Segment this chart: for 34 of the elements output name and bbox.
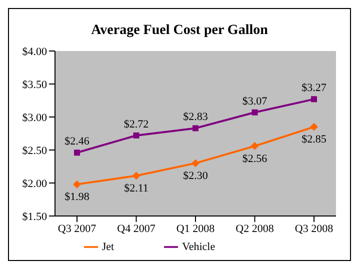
- legend-label: Jet: [102, 240, 114, 253]
- data-label: $2.11: [124, 182, 148, 195]
- point: [252, 109, 258, 116]
- data-label: $2.46: [64, 136, 90, 148]
- x-tick-label: Q4 2007: [117, 222, 156, 235]
- data-label: $2.72: [124, 118, 149, 130]
- data-label: $3.27: [302, 82, 327, 94]
- y-tick-label: $2.50: [22, 144, 48, 157]
- data-label: $2.56: [242, 152, 268, 165]
- point: [73, 180, 81, 188]
- data-label: $2.30: [183, 170, 208, 182]
- point: [74, 150, 80, 156]
- legend-label: Vehicle: [182, 240, 216, 253]
- data-label: $2.83: [183, 111, 208, 124]
- data-label: $3.07: [242, 95, 268, 108]
- point: [192, 125, 198, 132]
- y-tick-label: $1.50: [22, 210, 48, 223]
- data-label: $2.85: [302, 134, 327, 146]
- point: [192, 159, 200, 168]
- point: [133, 132, 140, 138]
- x-tick-label: Q3 2007: [58, 222, 97, 235]
- y-tick-label: $2.00: [22, 178, 48, 190]
- chart-title: Average Fuel Cost per Gallon: [90, 23, 269, 40]
- y-tick-label: $3.00: [22, 112, 48, 124]
- point: [132, 172, 140, 180]
- x-tick-label: Q1 2008: [176, 222, 216, 235]
- x-tick-label: Q2 2008: [236, 222, 274, 235]
- point: [311, 96, 317, 102]
- point: [310, 122, 318, 131]
- point: [250, 142, 259, 150]
- y-tick-label: $3.50: [22, 78, 48, 91]
- y-tick-label: $4.00: [22, 46, 48, 58]
- x-tick-label: Q3 2008: [294, 222, 334, 235]
- data-label: $1.98: [64, 191, 90, 204]
